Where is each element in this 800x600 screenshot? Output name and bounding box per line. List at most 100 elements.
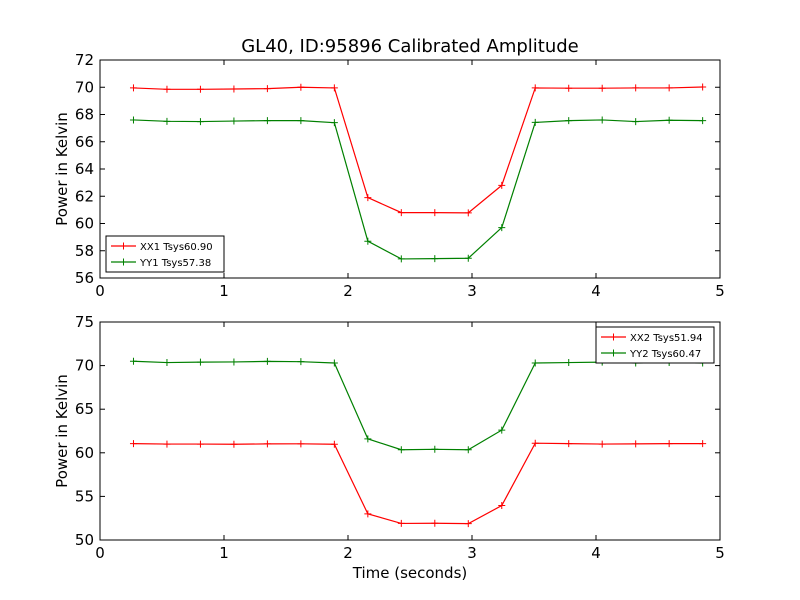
legend-box [595, 326, 715, 364]
data-point-marker [431, 519, 439, 527]
legend-label-1: XX2 Tsys51.94 [630, 333, 703, 344]
y-tick-label: 56 [75, 269, 94, 287]
legend: XX1 Tsys60.90 YY1 Tsys57.38 [105, 235, 225, 273]
data-point-marker [397, 446, 405, 454]
legend-marker-2 [610, 349, 617, 357]
y-tick-label: 72 [75, 51, 94, 69]
x-axis-label: Time (seconds) [352, 564, 468, 582]
x-tick-label: 4 [591, 282, 601, 300]
data-point-marker [598, 84, 606, 92]
y-axis-label: Power in Kelvin [53, 374, 71, 488]
legend-label-2: YY1 Tsys57.38 [139, 258, 211, 269]
data-point-marker [397, 255, 405, 263]
figure-title: GL40, ID:95896 Calibrated Amplitude [241, 36, 579, 57]
legend-marker-1 [120, 242, 127, 250]
x-tick-label: 4 [591, 544, 601, 562]
x-tick-label: 5 [715, 282, 725, 300]
data-point-marker [364, 194, 372, 202]
y-tick-label: 70 [75, 78, 94, 96]
y-tick-label: 66 [75, 133, 94, 151]
data-point-marker [196, 440, 204, 448]
data-point-marker [665, 440, 673, 448]
series-line-1 [133, 442, 703, 525]
data-point-marker [632, 440, 640, 448]
data-point-marker [531, 359, 539, 367]
legend: XX2 Tsys51.94 YY2 Tsys60.47 [595, 326, 715, 364]
x-tick-label: 2 [343, 282, 353, 300]
data-point-marker [230, 85, 238, 93]
data-point-marker [565, 440, 573, 448]
data-point-marker [699, 440, 707, 448]
legend-label-1: XX1 Tsys60.90 [140, 242, 213, 253]
legend-marker-1 [610, 333, 617, 341]
data-point-marker [598, 440, 606, 448]
y-tick-label: 75 [75, 313, 94, 331]
x-tick-label: 3 [467, 282, 477, 300]
data-point-marker [565, 117, 573, 125]
data-point-marker [665, 84, 673, 92]
data-point-marker [297, 83, 305, 91]
data-point-marker [498, 502, 506, 510]
x-tick-label: 5 [715, 544, 725, 562]
y-tick-label: 64 [75, 160, 94, 178]
top-subplot: 0 1 2 3 4 5 56 58 60 62 64 66 68 70 72 Power in Kelvin X… [53, 51, 725, 300]
y-tick-label: 60 [75, 215, 94, 233]
legend-marker-2 [120, 258, 127, 266]
data-point-marker [163, 359, 171, 367]
data-point-marker [598, 116, 606, 124]
x-tick-label: 3 [467, 544, 477, 562]
data-point-marker [364, 510, 372, 518]
x-tick-label: 0 [95, 282, 105, 300]
data-point-marker [699, 117, 707, 125]
y-tick-label: 68 [75, 106, 94, 124]
data-point-marker [230, 358, 238, 366]
data-point-marker [431, 209, 439, 217]
data-point-marker [464, 520, 472, 528]
y-tick-label: 62 [75, 187, 94, 205]
data-point-marker [699, 83, 707, 91]
data-point-marker [330, 84, 338, 92]
y-tick-label: 50 [75, 531, 94, 549]
data-point-marker [263, 85, 271, 93]
y-axis-label: Power in Kelvin [53, 112, 71, 226]
data-point-marker [230, 117, 238, 125]
data-point-marker [297, 117, 305, 125]
x-tick-label: 0 [95, 544, 105, 562]
data-point-marker [129, 440, 137, 448]
data-point-marker [431, 445, 439, 453]
data-point-marker [129, 357, 137, 365]
data-point-marker [297, 440, 305, 448]
data-point-marker [531, 84, 539, 92]
data-point-marker [397, 519, 405, 527]
plot-frame [99, 321, 721, 541]
data-point-marker [230, 440, 238, 448]
data-point-marker [632, 118, 640, 126]
data-point-marker [498, 426, 506, 434]
y-tick-label: 60 [75, 444, 94, 462]
y-tick-label: 65 [75, 400, 94, 418]
data-point-marker [565, 359, 573, 367]
data-point-marker [330, 359, 338, 367]
legend-box [105, 235, 225, 273]
data-point-marker [397, 209, 405, 217]
x-tick-label: 2 [343, 544, 353, 562]
data-point-marker [163, 117, 171, 125]
y-tick-label: 55 [75, 487, 94, 505]
data-point-marker [263, 357, 271, 365]
data-point-marker [531, 439, 539, 447]
data-point-marker [364, 435, 372, 443]
y-tick-label: 70 [75, 357, 94, 375]
data-point-marker [464, 254, 472, 262]
data-point-marker [263, 440, 271, 448]
y-tick-label: 58 [75, 242, 94, 260]
series-line-1 [133, 86, 703, 214]
data-point-marker [632, 84, 640, 92]
data-point-marker [498, 181, 506, 189]
data-point-marker [364, 237, 372, 245]
data-point-marker [196, 358, 204, 366]
data-point-marker [464, 209, 472, 217]
data-point-marker [464, 446, 472, 454]
